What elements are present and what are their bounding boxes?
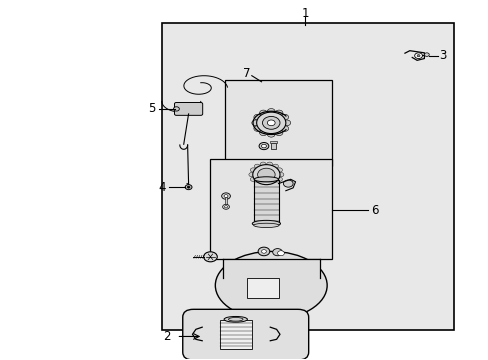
Text: 2: 2 [163, 330, 170, 343]
Circle shape [259, 130, 267, 136]
Circle shape [260, 162, 265, 166]
Circle shape [276, 177, 282, 181]
Circle shape [260, 183, 265, 187]
Circle shape [275, 110, 283, 116]
Circle shape [253, 126, 261, 131]
Bar [246, 278, 278, 298]
Circle shape [261, 249, 266, 253]
Circle shape [261, 144, 266, 148]
Circle shape [259, 110, 267, 116]
Circle shape [275, 130, 283, 136]
Text: 4: 4 [158, 181, 165, 194]
Circle shape [277, 251, 284, 256]
Circle shape [254, 164, 260, 168]
Circle shape [173, 107, 179, 111]
Circle shape [262, 116, 280, 129]
FancyBboxPatch shape [183, 309, 308, 360]
Circle shape [224, 195, 227, 198]
Circle shape [267, 131, 275, 137]
Circle shape [276, 168, 282, 172]
Circle shape [252, 165, 280, 185]
Circle shape [250, 168, 256, 172]
Circle shape [283, 120, 290, 126]
FancyBboxPatch shape [174, 103, 202, 115]
Circle shape [280, 114, 288, 120]
Circle shape [222, 204, 229, 209]
Text: 5: 5 [148, 102, 156, 115]
Circle shape [259, 143, 268, 150]
Circle shape [254, 181, 260, 185]
Circle shape [187, 186, 190, 188]
Circle shape [253, 114, 261, 120]
Circle shape [424, 53, 428, 57]
Circle shape [185, 185, 192, 190]
Circle shape [248, 172, 254, 177]
Circle shape [278, 172, 284, 177]
Ellipse shape [253, 223, 279, 228]
Bar [220, 320, 251, 348]
Circle shape [267, 120, 275, 126]
Ellipse shape [224, 316, 247, 322]
Ellipse shape [228, 318, 243, 321]
Bar [210, 158, 331, 258]
Circle shape [280, 126, 288, 131]
Bar [162, 23, 453, 330]
Text: 3: 3 [438, 49, 446, 62]
Bar [270, 141, 277, 143]
Text: 1: 1 [301, 7, 308, 20]
Ellipse shape [215, 251, 326, 319]
Circle shape [266, 162, 272, 166]
Circle shape [256, 112, 285, 134]
Circle shape [414, 53, 422, 59]
Circle shape [272, 249, 282, 256]
Circle shape [272, 181, 278, 185]
Ellipse shape [252, 220, 280, 227]
Circle shape [224, 206, 227, 208]
Circle shape [251, 120, 259, 126]
Circle shape [257, 168, 275, 181]
Bar [271, 143, 276, 149]
Ellipse shape [254, 177, 278, 182]
Circle shape [266, 183, 272, 187]
Circle shape [203, 252, 217, 262]
Circle shape [258, 247, 269, 256]
Circle shape [416, 55, 419, 57]
Circle shape [283, 180, 292, 187]
Circle shape [272, 164, 278, 168]
Circle shape [267, 109, 275, 114]
Circle shape [221, 193, 230, 199]
Bar [222, 258, 319, 278]
Text: 6: 6 [370, 204, 378, 217]
Bar [224, 197, 226, 205]
Circle shape [250, 177, 256, 181]
Text: 7: 7 [243, 67, 250, 80]
Bar [224, 80, 331, 166]
Bar [254, 180, 278, 223]
